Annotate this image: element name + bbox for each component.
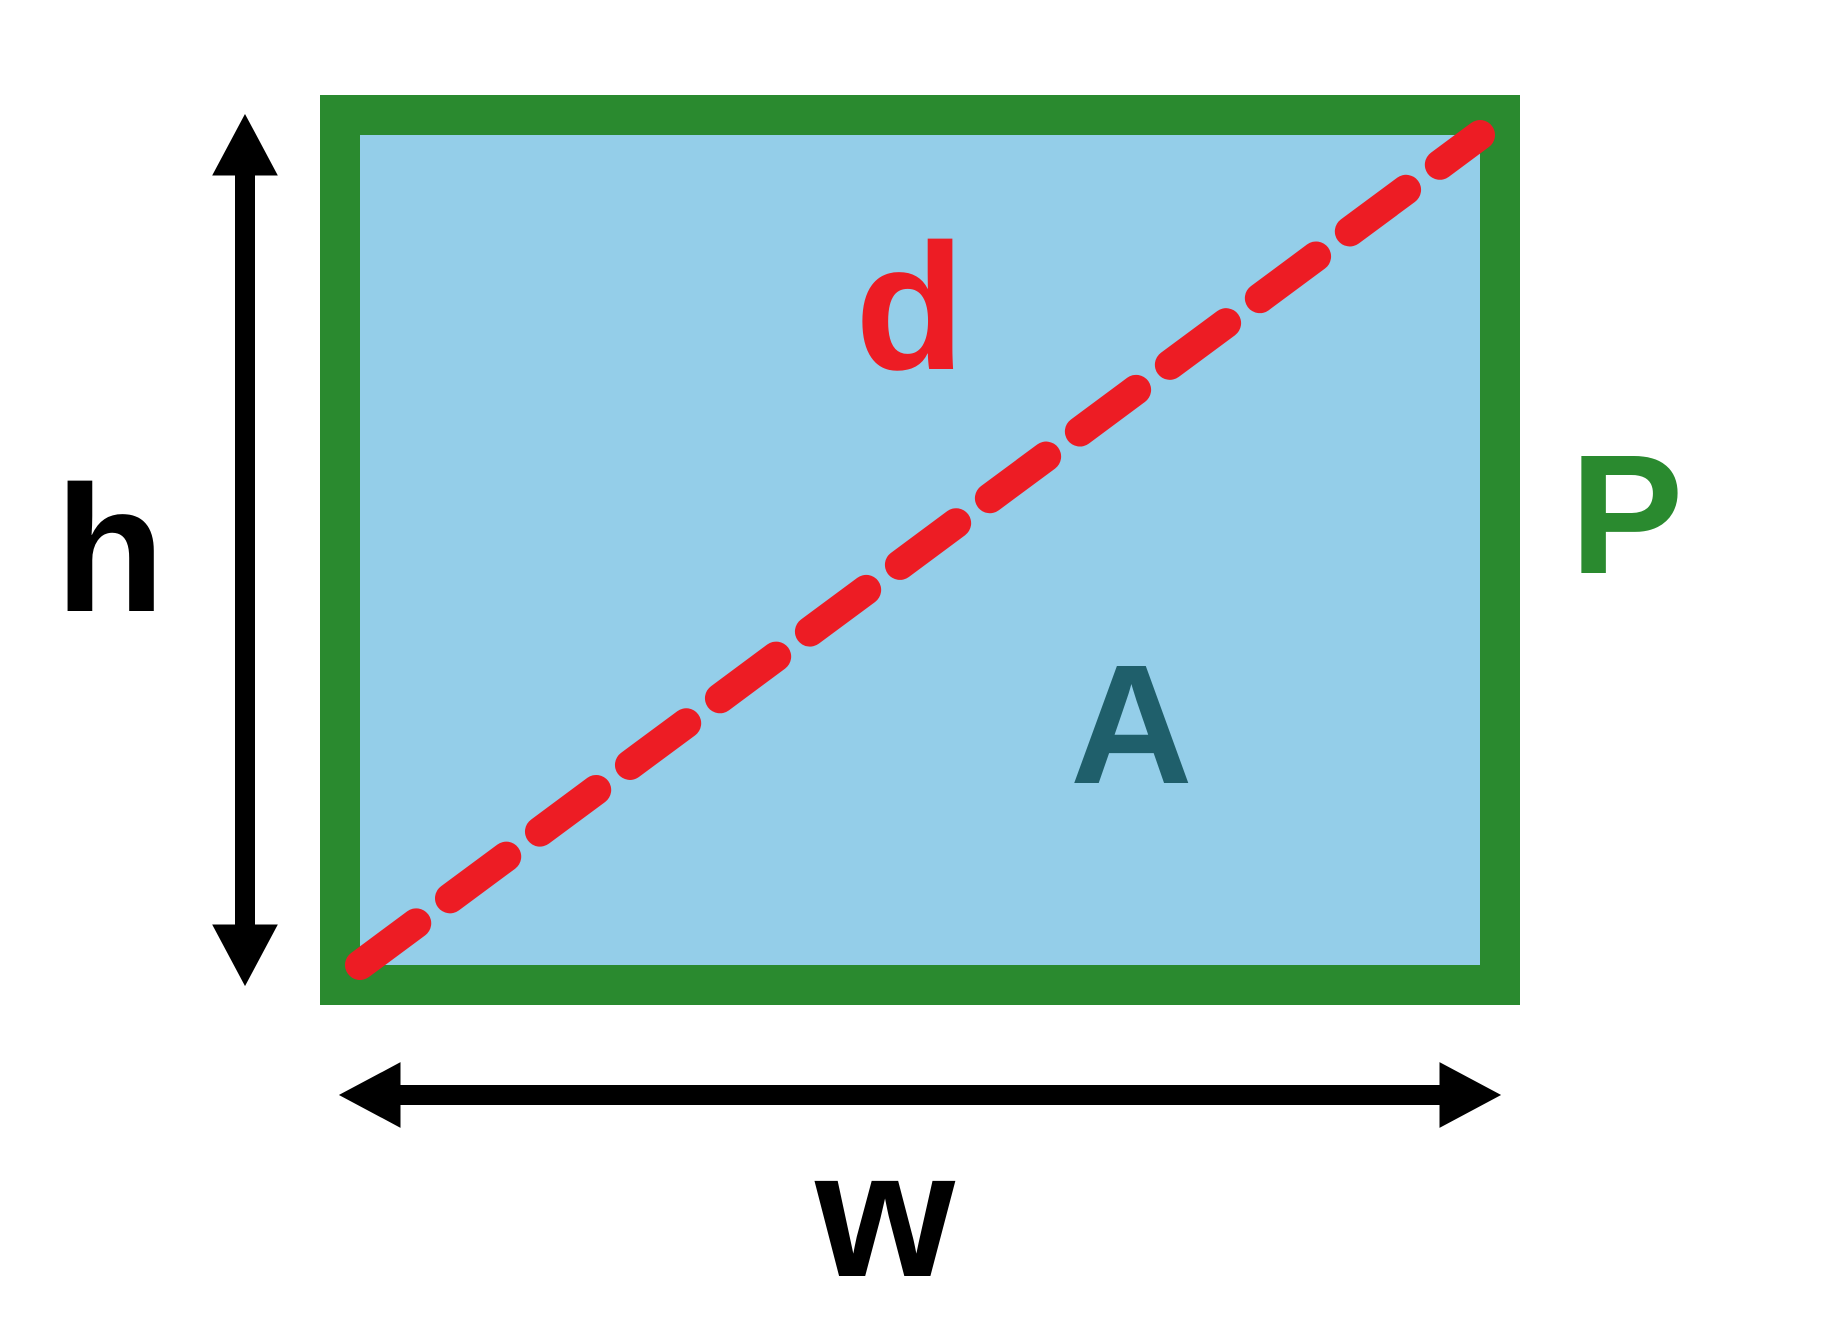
label-P: P [1570,430,1683,600]
height-arrow [213,115,277,985]
label-A: A [1070,640,1193,810]
label-d: d [855,218,965,398]
label-w: w [815,1125,955,1305]
label-h: h [55,460,165,640]
